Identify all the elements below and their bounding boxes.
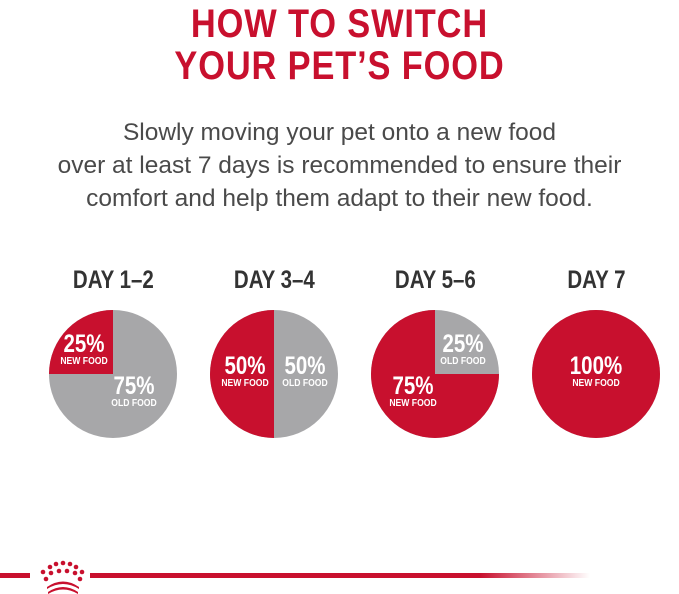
day-label-4: DAY 7 xyxy=(566,266,626,294)
new-food-percent-4: 100% xyxy=(570,351,622,379)
old-food-percent-3: 25% xyxy=(442,329,483,357)
intro-text: Slowly moving your pet onto a new food o… xyxy=(0,116,679,215)
old-food-caption-3: OLD FOOD xyxy=(440,355,485,367)
intro-line-3: comfort and help them adapt to their new… xyxy=(86,185,593,212)
pie-new-food-2 xyxy=(210,310,274,438)
old-food-caption-2: OLD FOOD xyxy=(282,377,327,389)
new-food-percent-1: 25% xyxy=(63,329,104,357)
pie-new-food-3 xyxy=(371,310,499,438)
day-label-1: DAY 1–2 xyxy=(72,266,154,294)
new-food-caption-3: NEW FOOD xyxy=(389,397,436,409)
footer-bar xyxy=(0,560,590,594)
day-label-2: DAY 3–4 xyxy=(233,266,315,294)
old-food-percent-2: 50% xyxy=(284,351,325,379)
new-food-percent-2: 50% xyxy=(224,351,265,379)
new-food-caption-1: NEW FOOD xyxy=(60,355,107,367)
crown-icon xyxy=(40,560,85,594)
intro-line-2: over at least 7 days is recommended to e… xyxy=(57,152,622,179)
title-line-1: HOW TO SWITCH xyxy=(190,2,489,46)
old-food-caption-1: OLD FOOD xyxy=(111,397,156,409)
new-food-caption-2: NEW FOOD xyxy=(221,377,268,389)
intro-line-1: Slowly moving your pet onto a new food xyxy=(122,119,557,146)
new-food-caption-4: NEW FOOD xyxy=(572,377,619,389)
title-line-2: YOUR PET’S FOOD xyxy=(174,44,505,88)
new-food-percent-3: 75% xyxy=(392,371,433,399)
pie-new-food-1 xyxy=(49,310,113,374)
pie-new-food-4 xyxy=(532,310,660,438)
old-food-percent-1: 75% xyxy=(113,371,154,399)
day-label-3: DAY 5–6 xyxy=(394,266,476,294)
page-title: HOW TO SWITCH YOUR PET’S FOOD xyxy=(0,0,679,88)
footer-line-right xyxy=(90,573,590,578)
footer-line-left xyxy=(0,573,30,578)
